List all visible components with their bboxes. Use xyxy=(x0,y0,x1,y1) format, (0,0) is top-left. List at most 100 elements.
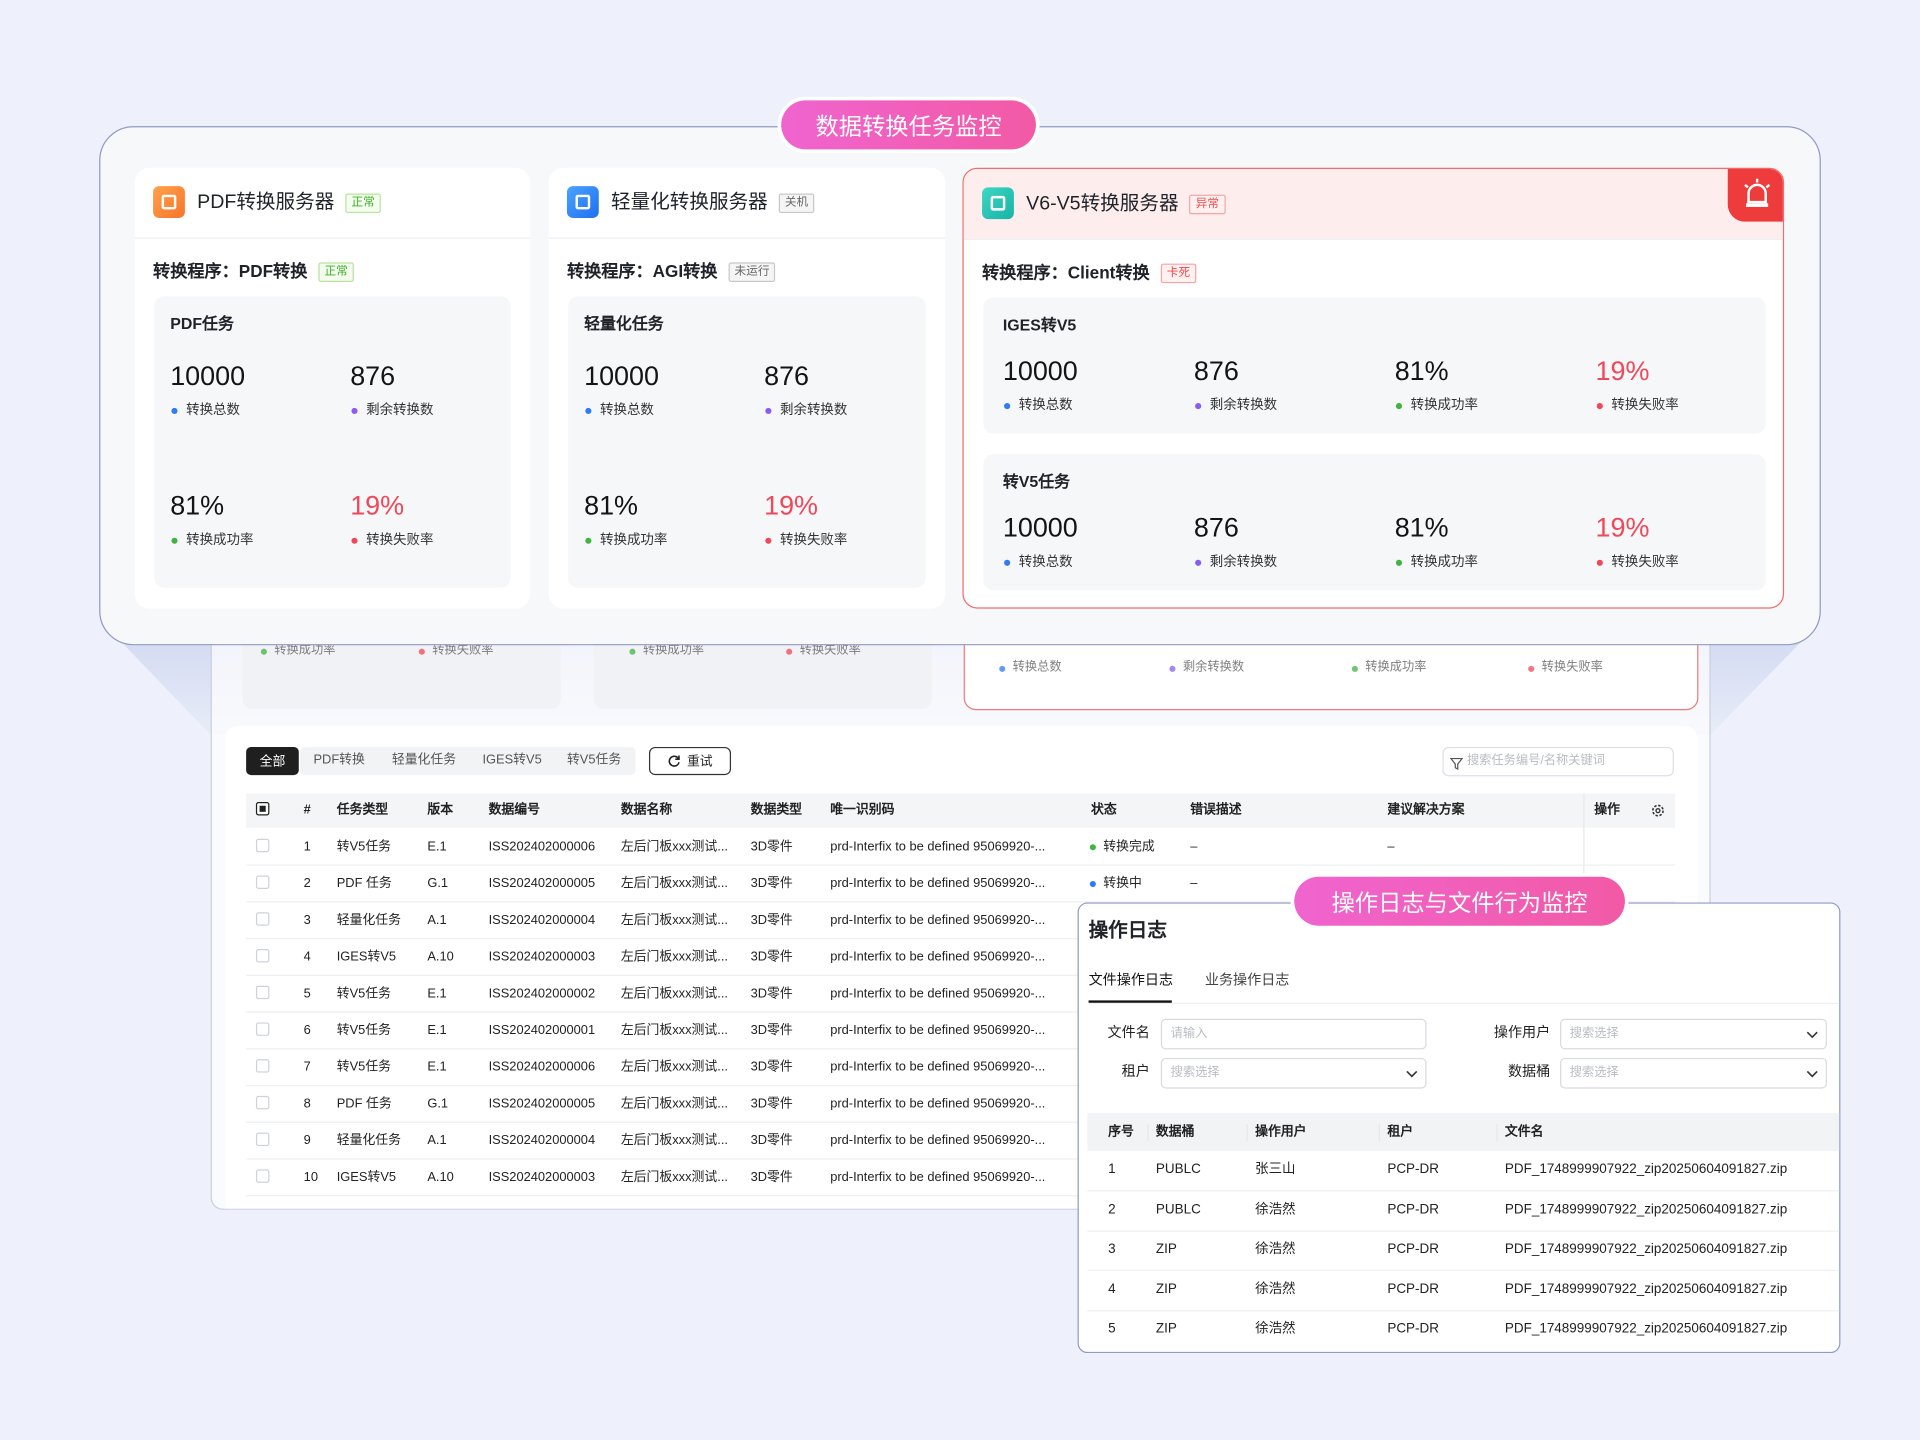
row-checkbox[interactable] xyxy=(255,985,270,1000)
ghost-label: 转换失败率 xyxy=(786,644,861,659)
program-status: 未运行 xyxy=(728,261,776,282)
table-cell: 1 xyxy=(303,839,311,855)
field-input[interactable] xyxy=(1160,1018,1427,1050)
status-text: 转换完成 xyxy=(1103,839,1155,855)
stat-label: 转换成功率 xyxy=(1395,554,1478,572)
row-checkbox[interactable] xyxy=(255,912,270,926)
column-divider xyxy=(1246,1124,1248,1142)
tab[interactable]: PDF转换 xyxy=(313,752,365,768)
table-cell: 3D零件 xyxy=(750,1022,793,1038)
log-tab[interactable]: 业务操作日志 xyxy=(1204,973,1290,988)
table-cell: prd-Interfix to be defined 95069920-... xyxy=(830,1169,1046,1185)
table-cell: 左后门板xxx测试... xyxy=(620,949,728,965)
row-checkbox[interactable] xyxy=(255,1059,270,1073)
field-input[interactable] xyxy=(1160,1057,1427,1089)
log-cell: PCP-DR xyxy=(1387,1281,1439,1297)
ghost-dot xyxy=(418,648,425,655)
field-input[interactable] xyxy=(1560,1057,1827,1089)
log-cell: PDF_1748999907922_zip20250604091827.zip xyxy=(1504,1321,1788,1337)
stat-value: 876 xyxy=(350,360,396,391)
log-title: 操作日志 xyxy=(1088,920,1167,942)
stat-value: 81% xyxy=(584,490,639,521)
row-checkbox[interactable] xyxy=(255,1095,270,1110)
table-cell: 左后门板xxx测试... xyxy=(620,1133,728,1148)
ghost-dot xyxy=(999,665,1006,672)
server-status: 关机 xyxy=(778,193,815,214)
stat-label-text: 转换成功率 xyxy=(186,532,254,548)
status-dot xyxy=(1089,843,1096,850)
table-cell: prd-Interfix to be defined 95069920-... xyxy=(830,986,1046,1001)
table-cell: A.10 xyxy=(427,1169,454,1185)
server-card: V6-V5转换服务器 异常 转换程序：Client转换 卡死 IGES转V5 10000 转… xyxy=(962,167,1785,609)
log-row-divider xyxy=(1087,1230,1840,1232)
table-cell: ISS202402000002 xyxy=(488,986,596,1001)
header-checkbox[interactable] xyxy=(255,802,270,816)
stat-label-text: 剩余转换数 xyxy=(1209,554,1278,570)
table-cell: 转V5任务 xyxy=(336,1022,392,1038)
log-cell: 4 xyxy=(1108,1281,1116,1297)
log-row-divider xyxy=(1087,1309,1840,1311)
ghost-dot xyxy=(629,648,636,655)
row-checkbox[interactable] xyxy=(255,1169,270,1183)
search-box[interactable] xyxy=(1442,746,1674,777)
dropdown-chevron xyxy=(1805,1026,1820,1041)
stat-dot xyxy=(1195,560,1202,567)
server-header: V6-V5转换服务器 异常 xyxy=(1026,192,1226,216)
stat-value: 81% xyxy=(170,490,225,521)
row-divider xyxy=(246,901,1676,903)
retry-text: 重试 xyxy=(686,754,713,769)
tab-active[interactable]: 全部 xyxy=(246,746,299,776)
row-checkbox[interactable] xyxy=(255,948,270,963)
log-cell: PCP-DR xyxy=(1387,1241,1439,1257)
table-cell: 轻量化任务 xyxy=(336,1133,402,1148)
log-column-header: 租户 xyxy=(1387,1124,1414,1140)
table-cell: 左后门板xxx测试... xyxy=(620,912,728,928)
table-cell: 左后门板xxx测试... xyxy=(620,839,728,855)
table-cell: 轻量化任务 xyxy=(336,912,402,928)
tab-group xyxy=(300,746,636,776)
log-cell: 徐浩然 xyxy=(1255,1241,1296,1257)
stat-label: 转换失败率 xyxy=(1596,555,1679,572)
table-cell: 3D零件 xyxy=(750,1169,793,1185)
stat-dot xyxy=(585,538,592,545)
tab[interactable]: 转V5任务 xyxy=(566,752,622,768)
column-header: 操作 xyxy=(1594,802,1621,818)
stat-label-text: 转换成功率 xyxy=(1410,554,1478,570)
retry-button[interactable]: 重试 xyxy=(648,746,732,776)
stat-value: 81% xyxy=(1394,355,1449,387)
row-checkbox[interactable] xyxy=(255,838,270,853)
stat-label: 剩余转换数 xyxy=(1195,555,1277,572)
log-cell: 张三山 xyxy=(1255,1162,1296,1177)
row-checkbox[interactable] xyxy=(255,875,270,889)
stat-dot xyxy=(1395,560,1403,567)
row-divider xyxy=(246,1048,1676,1050)
column-divider xyxy=(1496,1124,1498,1142)
stat-value: 19% xyxy=(1595,355,1650,387)
field-label: 文件名 xyxy=(1107,1025,1150,1041)
stat-dot xyxy=(765,408,772,415)
ghost-dot xyxy=(260,648,267,655)
log-cell: 5 xyxy=(1108,1321,1116,1337)
log-tab[interactable]: 文件操作日志 xyxy=(1088,973,1174,988)
stat-label: 转换总数 xyxy=(171,403,240,420)
log-cell: PCP-DR xyxy=(1387,1201,1439,1217)
table-cell: 4 xyxy=(303,949,311,965)
stat-value: 876 xyxy=(1193,355,1239,387)
server-status: 异常 xyxy=(1189,194,1226,215)
table-cell: ISS202402000004 xyxy=(488,1133,596,1148)
stat-value: 10000 xyxy=(1002,355,1078,387)
tab[interactable]: 轻量化任务 xyxy=(391,752,457,768)
dropdown-chevron-svg xyxy=(1806,1031,1818,1039)
row-checkbox[interactable] xyxy=(255,1022,270,1036)
table-cell: A.10 xyxy=(427,949,454,965)
field-input[interactable] xyxy=(1560,1018,1827,1050)
tab[interactable]: IGES转V5 xyxy=(482,752,542,768)
log-cell: 2 xyxy=(1108,1201,1116,1217)
table-cell: G.1 xyxy=(427,1096,449,1112)
filter-icon xyxy=(1449,754,1464,770)
table-cell: ISS202402000003 xyxy=(488,1169,596,1185)
row-checkbox[interactable] xyxy=(255,1132,270,1147)
dropdown-chevron xyxy=(1404,1065,1419,1080)
stat-label-text: 转换成功率 xyxy=(600,532,668,548)
